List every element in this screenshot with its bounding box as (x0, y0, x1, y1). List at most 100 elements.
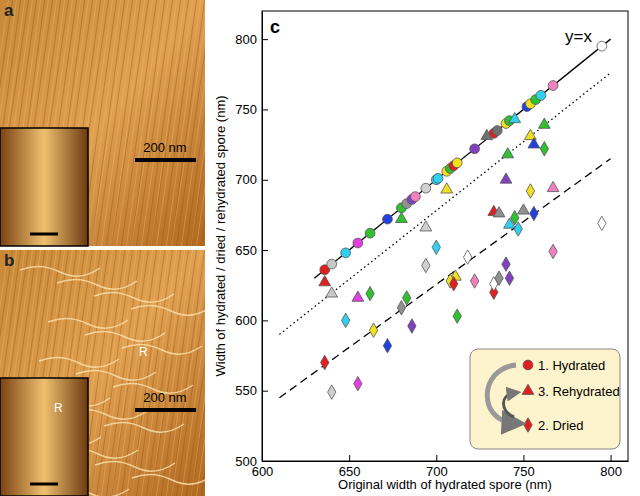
x-tick-label: 800 (600, 464, 622, 479)
panel-label: a (4, 1, 14, 20)
diamond-point (505, 271, 513, 285)
diamond-point (432, 240, 440, 254)
legend: 1. Hydrated3. Rehydrated2. Dried (470, 349, 620, 449)
y-tick: 750 (235, 102, 268, 117)
ridge (170, 0, 205, 246)
triangle-point (352, 291, 364, 301)
triangle-point (525, 129, 537, 139)
x-tick-mark (523, 455, 524, 461)
ridge (180, 0, 205, 246)
y-tick-mark (262, 461, 268, 462)
fibre (132, 474, 205, 484)
legend-label: 2. Dried (538, 418, 584, 433)
circle-point (421, 183, 431, 193)
ridge (160, 250, 198, 496)
ridge (170, 250, 205, 496)
diamond-point (422, 258, 430, 272)
circle-point (492, 126, 502, 136)
y-tick: 650 (235, 243, 268, 258)
diamond-point (514, 222, 522, 236)
diamond-point (540, 142, 548, 156)
ridge (100, 0, 138, 246)
diamond-point (526, 184, 534, 198)
y-axis-line (262, 12, 263, 462)
annotation: R (139, 345, 148, 359)
x-tick-mark (349, 455, 350, 461)
x-tick: 650 (339, 455, 361, 479)
diamond-point (369, 323, 377, 337)
circle-point (433, 173, 443, 183)
y-tick-label: 800 (235, 32, 257, 47)
inset-scale-bar (30, 233, 58, 236)
ridge (140, 0, 178, 246)
x-tick: 700 (426, 455, 448, 479)
ridge (170, 0, 205, 246)
y-tick-label: 750 (235, 102, 257, 117)
diamond-point (463, 250, 471, 264)
fibre (48, 318, 128, 328)
series-points (319, 112, 559, 301)
triangle-point (502, 148, 514, 158)
fibre (85, 331, 165, 341)
ridge (120, 0, 158, 246)
scale-bar (135, 158, 196, 162)
legend-label: 3. Rehydrated (538, 384, 620, 399)
reference-line (279, 159, 610, 398)
image-panel: a200 nm (0, 0, 246, 256)
plot-frame (262, 11, 628, 461)
triangle-point (547, 181, 559, 191)
y-tick-mark (262, 250, 268, 251)
ridge (175, 0, 205, 246)
x-tick: 750 (513, 455, 535, 479)
triangle-point (538, 118, 550, 128)
diamond-point (366, 286, 374, 300)
diamond-point (341, 313, 349, 327)
x-tick-mark (611, 455, 612, 461)
circle-point (597, 41, 607, 51)
y-tick-label: 600 (235, 313, 257, 328)
legend-arrow (487, 365, 516, 423)
fibre (95, 461, 175, 471)
ridge (180, 250, 205, 496)
inset (0, 128, 88, 246)
diamond-point (453, 309, 461, 323)
y-tick-mark (262, 320, 268, 321)
triangle-point (528, 138, 540, 148)
circle-point (452, 158, 462, 168)
fibre (39, 357, 119, 367)
triangle-point (500, 173, 512, 183)
y-tick: 700 (235, 172, 268, 187)
y-tick: 500 (235, 454, 268, 469)
ridge (140, 250, 178, 496)
fibre (122, 344, 202, 354)
diamond-point (321, 355, 329, 369)
legend-arrow (504, 393, 515, 417)
circle-point (536, 90, 546, 100)
diamond-point (502, 257, 510, 271)
panel-label: c (270, 17, 280, 37)
diamond-point (549, 244, 557, 258)
x-axis-title: Original width of hydrated spore (nm) (338, 477, 552, 492)
x-axis: 600650700750800 (252, 455, 629, 479)
circle-point (365, 228, 375, 238)
y-tick-mark (262, 39, 268, 40)
circle-point (341, 248, 351, 258)
circle-point (410, 192, 420, 202)
diamond-point (354, 376, 362, 390)
diamond-point (328, 385, 336, 399)
circle-point (548, 81, 558, 91)
y-tick-label: 550 (235, 383, 257, 398)
x-tick: 800 (600, 455, 622, 479)
diamond-point (470, 274, 478, 288)
ridge (110, 0, 146, 246)
diamond-point (383, 338, 391, 352)
triangle-point (509, 112, 521, 122)
legend-marker (523, 360, 533, 370)
circle-point (470, 144, 480, 154)
diamond-point (408, 319, 416, 333)
y-tick-mark (262, 391, 268, 392)
ridge (175, 250, 205, 496)
y-axis-title: Width of hydrated / dried / rehydrated s… (213, 95, 228, 376)
fibre (104, 422, 184, 432)
reference-line (314, 39, 610, 278)
